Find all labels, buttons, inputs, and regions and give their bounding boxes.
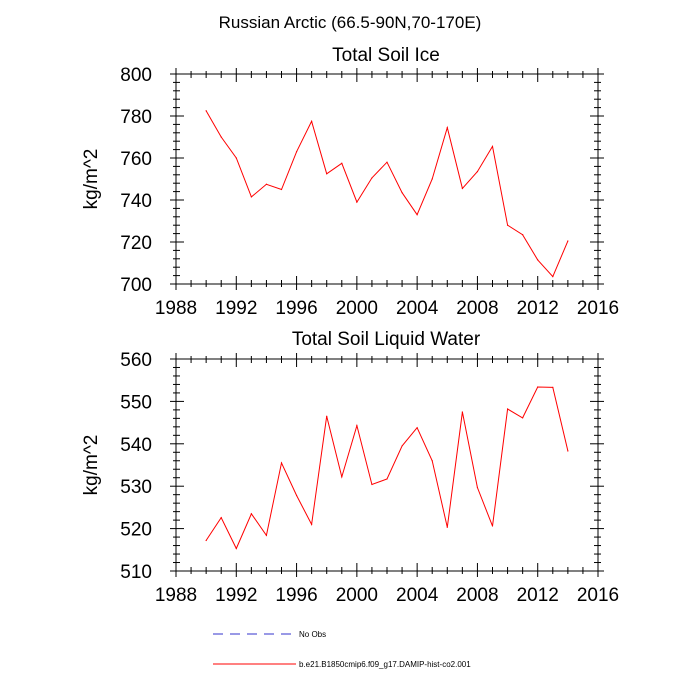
x-tick-label: 1988	[155, 298, 197, 319]
data-point	[356, 424, 358, 427]
y-tick-label: 760	[120, 149, 152, 170]
data-point	[280, 188, 283, 191]
series-line	[205, 386, 569, 550]
data-point	[567, 240, 569, 242]
x-tick-label: 2016	[577, 585, 619, 606]
x-tick-label: 1996	[275, 298, 317, 319]
y-tick-label: 520	[120, 520, 152, 541]
y-axis-label-soil-ice: kg/m^2	[81, 149, 102, 210]
data-point	[552, 386, 554, 389]
x-tick-label: 2008	[456, 298, 498, 319]
data-point	[235, 157, 237, 159]
x-tick-label: 2000	[336, 298, 378, 319]
legend: No Obs b.e21.B1850cmip6.f09_g17.DAMIP-hi…	[213, 630, 471, 669]
data-point	[461, 187, 463, 190]
x-tick-label: 2004	[396, 298, 439, 319]
data-point	[250, 513, 252, 515]
data-point	[537, 259, 539, 261]
y-tick-label: 700	[120, 275, 152, 296]
data-point	[476, 171, 479, 173]
y-tick-label: 720	[120, 233, 152, 254]
data-point	[250, 196, 252, 198]
data-point	[522, 234, 524, 236]
x-tick-label: 1992	[215, 298, 257, 319]
x-tick-label: 2016	[577, 298, 619, 319]
x-tick-label: 1996	[275, 585, 317, 606]
data-point	[491, 525, 494, 527]
data-point	[205, 539, 207, 542]
data-point	[295, 151, 298, 153]
data-point	[401, 192, 403, 194]
y-tick-label: 510	[120, 562, 152, 583]
y-tick-label: 740	[120, 191, 152, 212]
data-point	[311, 523, 313, 525]
legend-label-no-obs: No Obs	[299, 630, 326, 639]
data-point	[311, 120, 313, 122]
y-tick-label: 530	[120, 477, 152, 498]
data-point	[386, 161, 388, 163]
y-tick-label: 560	[120, 350, 152, 371]
figure-suptitle: Russian Arctic (66.5-90N,70-170E)	[219, 13, 482, 32]
data-point	[265, 534, 268, 536]
x-tick-label: 1988	[155, 585, 197, 606]
panel-title-soil-liquid-water: Total Soil Liquid Water	[292, 329, 481, 350]
y-axis-label-soil-liquid-water: kg/m^2	[81, 435, 102, 496]
data-point	[386, 478, 388, 480]
data-point	[476, 486, 479, 489]
data-point	[401, 445, 403, 447]
data-point	[205, 110, 207, 112]
data-point	[280, 462, 283, 464]
data-point	[220, 136, 222, 138]
data-point	[371, 483, 373, 486]
data-point	[356, 201, 358, 203]
x-tick-label: 2008	[456, 585, 498, 606]
data-point	[295, 494, 298, 497]
data-point	[506, 224, 509, 226]
x-tick-label: 1992	[215, 585, 257, 606]
data-point	[416, 214, 418, 216]
data-point	[506, 408, 509, 410]
data-point	[341, 162, 343, 164]
data-point	[220, 516, 222, 519]
x-tick-label: 2012	[517, 298, 559, 319]
data-point	[446, 126, 448, 129]
data-point	[371, 177, 373, 179]
panel-total-soil-ice: Total Soil Ice kg/m^2 1988 1992 1996 2000 20…	[81, 45, 619, 319]
y-tick-label: 550	[120, 392, 152, 413]
series-line	[205, 110, 569, 278]
data-point	[431, 460, 433, 462]
panel-title-soil-ice: Total Soil Ice	[332, 45, 440, 66]
data-point	[537, 386, 539, 388]
legend-label-model: b.e21.B1850cmip6.f09_g17.DAMIP-hist-co2.…	[299, 660, 471, 669]
data-point	[265, 183, 268, 185]
x-tick-label: 2000	[336, 585, 378, 606]
plot-frame	[175, 73, 599, 285]
data-point	[416, 427, 418, 429]
plot-frame	[175, 358, 599, 572]
data-point	[461, 411, 463, 413]
y-tick-label: 540	[120, 435, 152, 456]
data-point	[446, 526, 448, 528]
y-tick-label: 780	[120, 107, 152, 128]
data-point	[491, 145, 494, 148]
data-point	[326, 415, 328, 417]
panel-total-soil-liquid-water: Total Soil Liquid Water kg/m^2 1988 1992 1…	[81, 329, 619, 606]
x-tick-label: 2004	[396, 585, 439, 606]
x-tick-label: 2012	[517, 585, 559, 606]
data-point	[552, 276, 554, 278]
data-point	[567, 450, 569, 452]
data-point	[522, 417, 524, 419]
data-point	[326, 173, 328, 175]
data-point	[235, 547, 237, 550]
y-tick-label: 800	[120, 65, 152, 86]
data-point	[431, 178, 433, 180]
data-point	[341, 476, 343, 478]
